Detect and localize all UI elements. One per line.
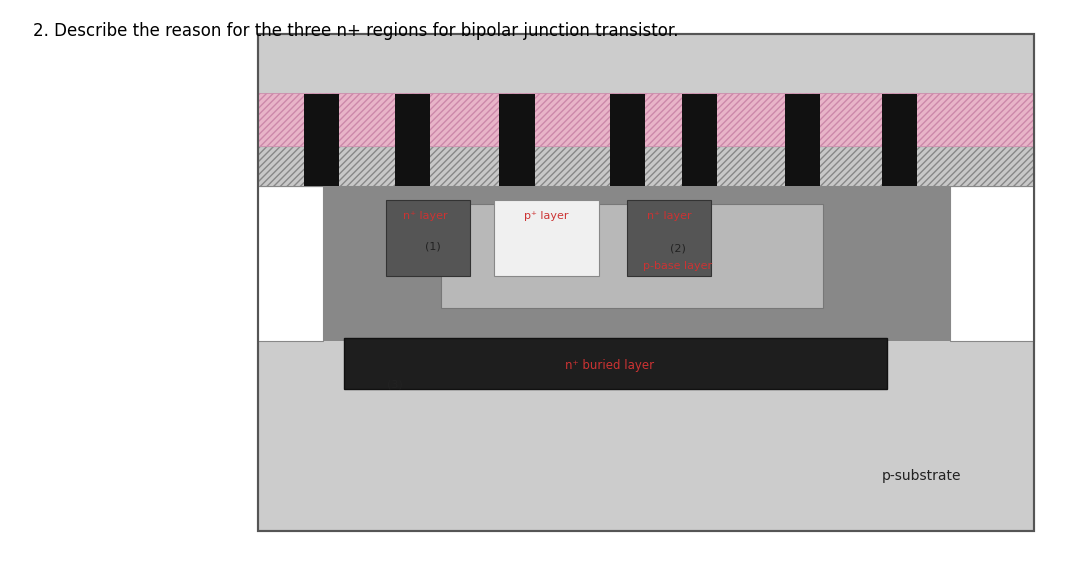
- Text: p⁺ layer: p⁺ layer: [524, 211, 569, 221]
- Bar: [258, 33, 1035, 532]
- Bar: [258, 188, 1035, 341]
- Text: n⁺ layer: n⁺ layer: [403, 211, 447, 221]
- Bar: [881, 94, 917, 186]
- Bar: [499, 94, 535, 186]
- Text: n⁺ layer: n⁺ layer: [647, 211, 691, 221]
- Bar: [610, 94, 645, 186]
- Text: p-base layer: p-base layer: [643, 260, 712, 271]
- Bar: [258, 186, 323, 341]
- Text: (3): (3): [387, 379, 403, 389]
- Text: n⁺ buried layer: n⁺ buried layer: [565, 359, 654, 372]
- Bar: [950, 186, 1035, 341]
- Text: (2): (2): [670, 244, 686, 254]
- Bar: [345, 338, 887, 389]
- Bar: [258, 93, 1035, 146]
- Text: (1): (1): [424, 241, 441, 251]
- Bar: [441, 204, 823, 308]
- Bar: [303, 94, 339, 186]
- Text: 2. Describe the reason for the three n+ regions for bipolar junction transistor.: 2. Describe the reason for the three n+ …: [32, 23, 678, 40]
- Bar: [258, 146, 1035, 186]
- Bar: [494, 200, 599, 276]
- Bar: [387, 200, 470, 276]
- Bar: [681, 94, 717, 186]
- Bar: [258, 93, 1035, 146]
- Bar: [627, 200, 711, 276]
- Bar: [395, 94, 431, 186]
- Text: p-substrate: p-substrate: [881, 468, 961, 483]
- Bar: [258, 146, 1035, 186]
- Bar: [258, 33, 1035, 532]
- Bar: [785, 94, 821, 186]
